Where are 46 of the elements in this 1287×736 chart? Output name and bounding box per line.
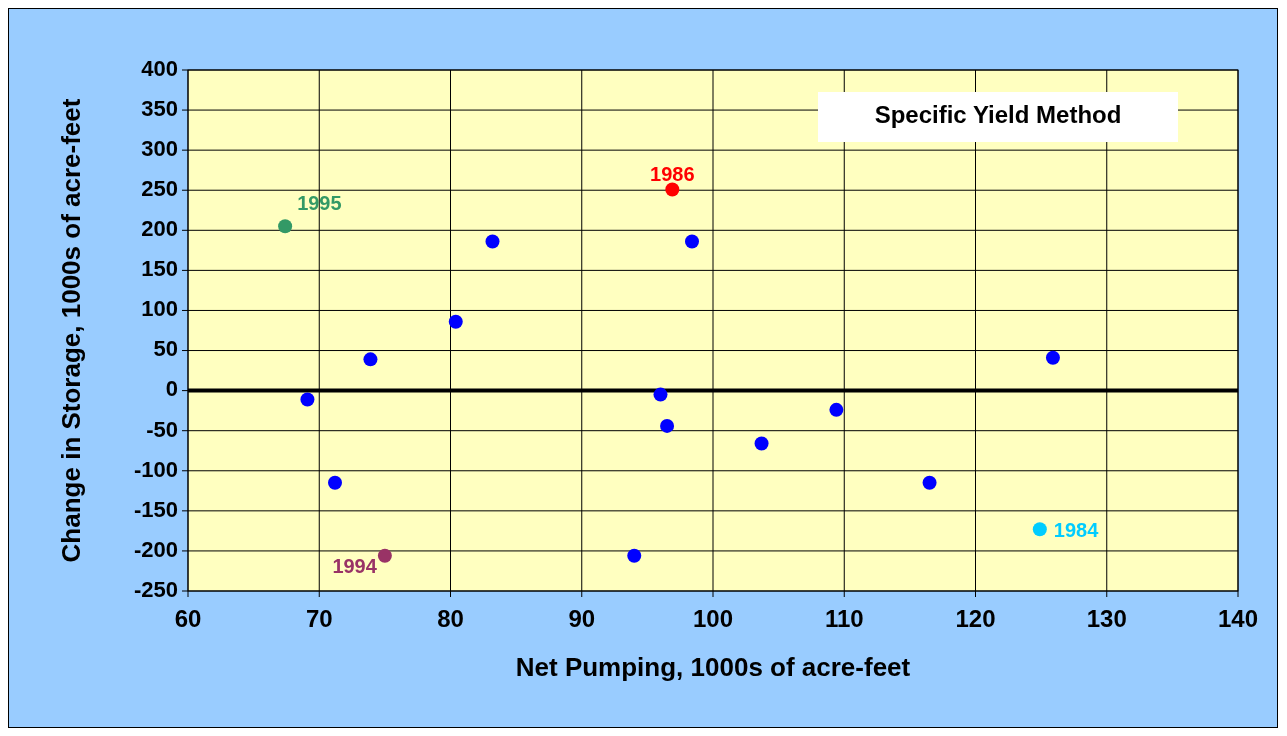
y-tick-label: 0	[165, 376, 178, 402]
series-label: 1984	[1053, 518, 1100, 541]
y-tick-label: -150	[133, 496, 178, 522]
point	[653, 387, 668, 402]
x-axis-title: Net Pumping, 1000s of acre-feet	[515, 652, 911, 682]
y-tick-label: -250	[133, 576, 178, 602]
x-tick-label: 70	[305, 605, 333, 632]
y-tick-label: -100	[133, 456, 178, 482]
point	[665, 182, 680, 197]
y-tick-label: 50	[153, 336, 178, 362]
y-tick-label: 100	[141, 296, 178, 322]
point	[377, 548, 392, 563]
point	[448, 314, 463, 329]
series-label: 1986	[650, 162, 695, 185]
point	[363, 352, 378, 367]
x-tick-label: 100	[692, 605, 734, 632]
y-axis-title: Change in Storage, 1000s of acre-feet	[56, 98, 86, 563]
point	[1045, 350, 1060, 365]
x-tick-label: 110	[824, 605, 864, 632]
series-label: 1994	[332, 555, 378, 578]
point	[627, 548, 642, 563]
y-tick-label: 300	[141, 135, 178, 161]
x-tick-label: 140	[1217, 605, 1259, 632]
point	[754, 436, 769, 451]
y-tick-label: 250	[141, 176, 178, 202]
point	[660, 418, 675, 433]
point	[685, 234, 699, 249]
y-tick-label: 350	[141, 95, 178, 121]
point	[485, 234, 500, 249]
y-tick-label: -50	[146, 416, 178, 442]
y-tick-label: 400	[141, 55, 178, 81]
point	[1032, 522, 1047, 537]
point	[300, 392, 315, 407]
point	[829, 402, 844, 417]
x-tick-label: 90	[568, 605, 596, 632]
x-tick-label: 80	[437, 605, 464, 632]
y-tick-label: 150	[141, 256, 178, 282]
x-tick-label: 120	[955, 605, 996, 632]
annotation: Specific Yield Method	[874, 101, 1122, 129]
y-tick-label: -200	[133, 536, 178, 562]
point	[328, 475, 342, 490]
y-tick-label: 200	[141, 216, 178, 242]
point	[922, 475, 937, 490]
point	[278, 219, 293, 234]
x-tick-label: 60	[174, 605, 202, 632]
x-tick-label: 130	[1086, 605, 1127, 632]
